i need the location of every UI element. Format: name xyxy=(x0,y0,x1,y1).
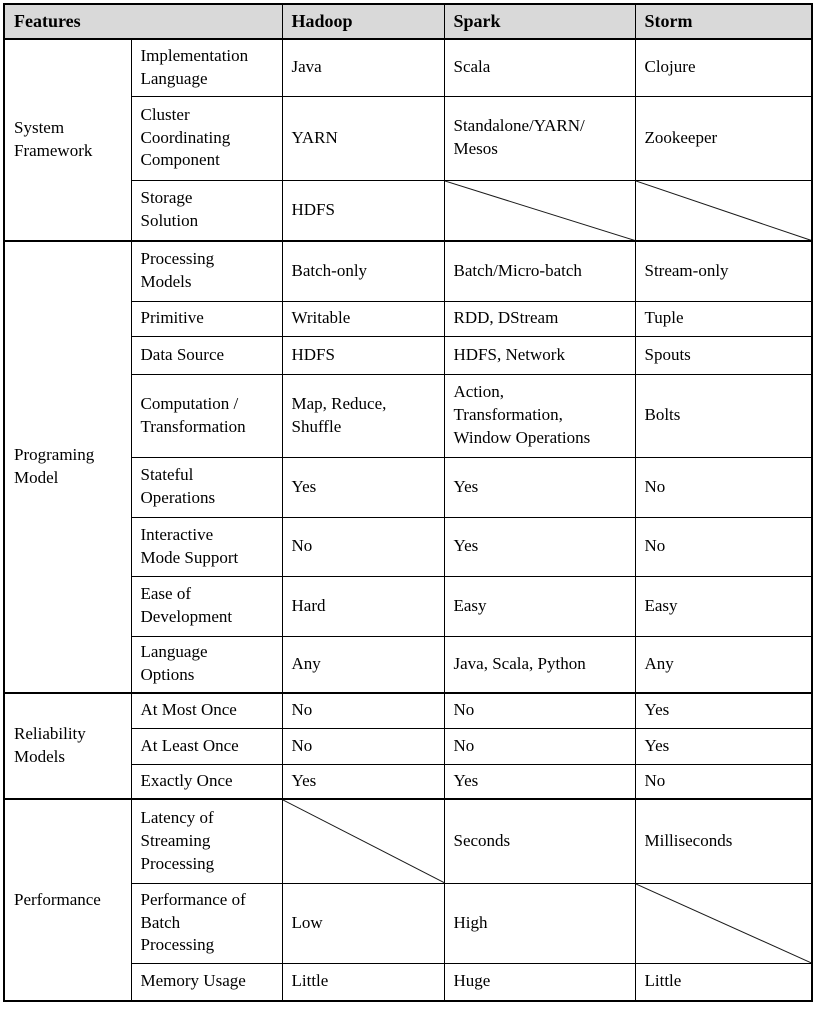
table-row: Computation / Transformation Map, Reduce… xyxy=(4,373,813,458)
feature-cell: Language Options xyxy=(130,635,283,694)
table-row: Language Options Any Java, Scala, Python… xyxy=(4,635,813,694)
spark-cell: Yes xyxy=(443,763,636,800)
table-row: Programing Model Processing Models Batch… xyxy=(3,240,813,694)
feature-cell: Processing Models xyxy=(130,240,283,302)
table-row: Exactly Once Yes Yes No xyxy=(4,763,813,800)
storm-cell: No xyxy=(634,456,813,518)
header-row: Features Hadoop Spark Storm xyxy=(3,3,813,40)
storm-cell: Easy xyxy=(634,575,813,637)
storm-cell: Stream-only xyxy=(634,240,813,302)
header-storm: Storm xyxy=(634,3,813,40)
storm-cell: Any xyxy=(634,635,813,694)
na-slash-icon xyxy=(445,181,634,240)
table-row: Reliability Models At Most Once No No Ye… xyxy=(3,692,813,800)
spark-cell: High xyxy=(443,882,636,964)
spark-cell: HDFS, Network xyxy=(443,335,636,375)
spark-cell: No xyxy=(443,692,636,729)
spark-cell: Huge xyxy=(443,962,636,1002)
feature-cell: Implementation Language xyxy=(130,38,283,97)
spark-cell: Action, Transformation, Window Operation… xyxy=(443,373,636,458)
hadoop-cell: Writable xyxy=(281,300,445,337)
spark-cell: Yes xyxy=(443,456,636,518)
spark-cell: Batch/Micro-batch xyxy=(443,240,636,302)
spark-cell: Java, Scala, Python xyxy=(443,635,636,694)
table-row: Storage Solution HDFS xyxy=(4,179,813,242)
na-slash-icon xyxy=(636,884,811,962)
spark-cell: Yes xyxy=(443,516,636,577)
table-row: Memory Usage Little Huge Little xyxy=(4,962,813,1002)
spark-cell: Seconds xyxy=(443,798,636,884)
storm-cell: No xyxy=(634,516,813,577)
feature-cell: Storage Solution xyxy=(130,179,283,242)
table-row: Performance Latency of Streaming Process… xyxy=(3,798,813,1002)
spark-cell-not-applicable xyxy=(443,179,636,242)
hadoop-cell: Map, Reduce, Shuffle xyxy=(281,373,445,458)
hadoop-cell: Yes xyxy=(281,763,445,800)
feature-cell: Ease of Development xyxy=(130,575,283,637)
hadoop-cell: HDFS xyxy=(281,335,445,375)
header-spark: Spark xyxy=(443,3,636,40)
comparison-table: Features Hadoop Spark Storm System Frame… xyxy=(3,3,813,1002)
group-cell-performance: Performance xyxy=(3,798,132,1002)
group-cell-system-framework: System Framework xyxy=(3,38,132,242)
feature-cell: Stateful Operations xyxy=(130,456,283,518)
group-cell-reliability-models: Reliability Models xyxy=(3,692,132,800)
table-row: At Least Once No No Yes xyxy=(4,727,813,765)
storm-cell: Zookeeper xyxy=(634,95,813,181)
hadoop-cell: No xyxy=(281,727,445,765)
hadoop-cell: Low xyxy=(281,882,445,964)
storm-cell: Little xyxy=(634,962,813,1002)
storm-cell: Milliseconds xyxy=(634,798,813,884)
feature-cell: Data Source xyxy=(130,335,283,375)
feature-cell: Latency of Streaming Processing xyxy=(130,798,283,884)
group-cell-programing-model: Programing Model xyxy=(3,240,132,694)
hadoop-cell: Little xyxy=(281,962,445,1002)
na-slash-icon xyxy=(636,181,811,240)
storm-cell: Bolts xyxy=(634,373,813,458)
hadoop-cell: Java xyxy=(281,38,445,97)
storm-cell: Tuple xyxy=(634,300,813,337)
table-row: Performance of Batch Processing Low High xyxy=(4,882,813,964)
feature-cell: Cluster Coordinating Component xyxy=(130,95,283,181)
spark-cell: Easy xyxy=(443,575,636,637)
feature-cell: At Least Once xyxy=(130,727,283,765)
storm-cell-not-applicable xyxy=(634,882,813,964)
header-features: Features xyxy=(3,3,283,40)
feature-cell: Primitive xyxy=(130,300,283,337)
feature-cell: Exactly Once xyxy=(130,763,283,800)
hadoop-cell-not-applicable xyxy=(281,798,445,884)
hadoop-cell: Batch-only xyxy=(281,240,445,302)
storm-cell: Yes xyxy=(634,692,813,729)
storm-cell: Yes xyxy=(634,727,813,765)
storm-cell-not-applicable xyxy=(634,179,813,242)
table-row: Cluster Coordinating Component YARN Stan… xyxy=(4,95,813,181)
spark-cell: Standalone/YARN/ Mesos xyxy=(443,95,636,181)
table-row: Interactive Mode Support No Yes No xyxy=(4,516,813,577)
na-slash-icon xyxy=(283,801,443,882)
storm-cell: Clojure xyxy=(634,38,813,97)
table-row: Ease of Development Hard Easy Easy xyxy=(4,575,813,637)
feature-cell: Computation / Transformation xyxy=(130,373,283,458)
feature-cell: Interactive Mode Support xyxy=(130,516,283,577)
hadoop-cell: Hard xyxy=(281,575,445,637)
hadoop-cell: HDFS xyxy=(281,179,445,242)
hadoop-cell: YARN xyxy=(281,95,445,181)
feature-cell: Performance of Batch Processing xyxy=(130,882,283,964)
table-row: Stateful Operations Yes Yes No xyxy=(4,456,813,518)
feature-cell: At Most Once xyxy=(130,692,283,729)
header-hadoop: Hadoop xyxy=(281,3,445,40)
spark-cell: No xyxy=(443,727,636,765)
storm-cell: No xyxy=(634,763,813,800)
hadoop-cell: No xyxy=(281,692,445,729)
table-row: System Framework Implementation Language… xyxy=(3,38,813,242)
storm-cell: Spouts xyxy=(634,335,813,375)
feature-cell: Memory Usage xyxy=(130,962,283,1002)
hadoop-cell: Any xyxy=(281,635,445,694)
spark-cell: Scala xyxy=(443,38,636,97)
hadoop-cell: No xyxy=(281,516,445,577)
hadoop-cell: Yes xyxy=(281,456,445,518)
spark-cell: RDD, DStream xyxy=(443,300,636,337)
